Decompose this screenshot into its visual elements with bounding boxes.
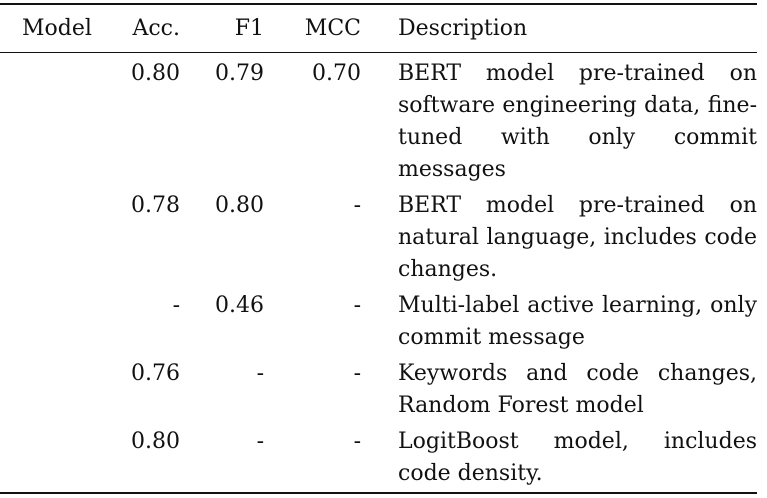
cell-f1: - (256, 429, 264, 454)
cell-description: BERT model pre-trained on software engin… (398, 61, 757, 182)
cell-mcc: - (353, 193, 361, 218)
table-row: 0.78 0.80 - BERT model pre-trained on na… (0, 186, 757, 286)
cell-f1: 0.79 (215, 61, 264, 86)
cell-description: BERT model pre-trained on natural langua… (398, 193, 757, 282)
cell-model (0, 186, 100, 286)
cell-description: Keywords and code changes, Random Forest… (398, 361, 757, 418)
cell-model (0, 52, 100, 186)
cell-model (0, 354, 100, 422)
table-top-rule (0, 3, 757, 5)
cell-description: LogitBoost model, includes code density. (398, 429, 757, 486)
cell-accuracy: 0.78 (131, 193, 180, 218)
cell-f1: 0.80 (215, 193, 264, 218)
cell-f1: 0.46 (215, 293, 264, 318)
cell-mcc: - (353, 429, 361, 454)
table-row: 0.80 0.79 0.70 BERT model pre-trained on… (0, 52, 757, 186)
cell-model (0, 422, 100, 490)
table-header-row: Model Acc. F1 MCC Description (0, 5, 757, 52)
cell-mcc: 0.70 (312, 61, 361, 86)
header-model: Model (22, 16, 92, 41)
cell-f1: - (256, 361, 264, 386)
table-row: 0.76 - - Keywords and code changes, Rand… (0, 354, 757, 422)
cell-accuracy: 0.80 (131, 61, 180, 86)
cell-mcc: - (353, 361, 361, 386)
table-bottom-rule (0, 492, 757, 494)
cell-mcc: - (353, 293, 361, 318)
cell-model (0, 286, 100, 354)
header-accuracy: Acc. (132, 16, 180, 41)
cell-accuracy: 0.76 (131, 361, 180, 386)
results-table: Model Acc. F1 MCC Description 0.80 0.79 … (0, 5, 757, 490)
cell-accuracy: - (172, 293, 180, 318)
header-mcc: MCC (304, 16, 361, 41)
header-description: Description (398, 16, 528, 41)
cell-accuracy: 0.80 (131, 429, 180, 454)
table-row: 0.80 - - LogitBoost model, includes code… (0, 422, 757, 490)
table-header-rule (0, 52, 757, 53)
header-f1: F1 (234, 16, 264, 41)
table-row: - 0.46 - Multi-label active learning, on… (0, 286, 757, 354)
cell-description: Multi-label active learning, only commit… (398, 293, 757, 350)
